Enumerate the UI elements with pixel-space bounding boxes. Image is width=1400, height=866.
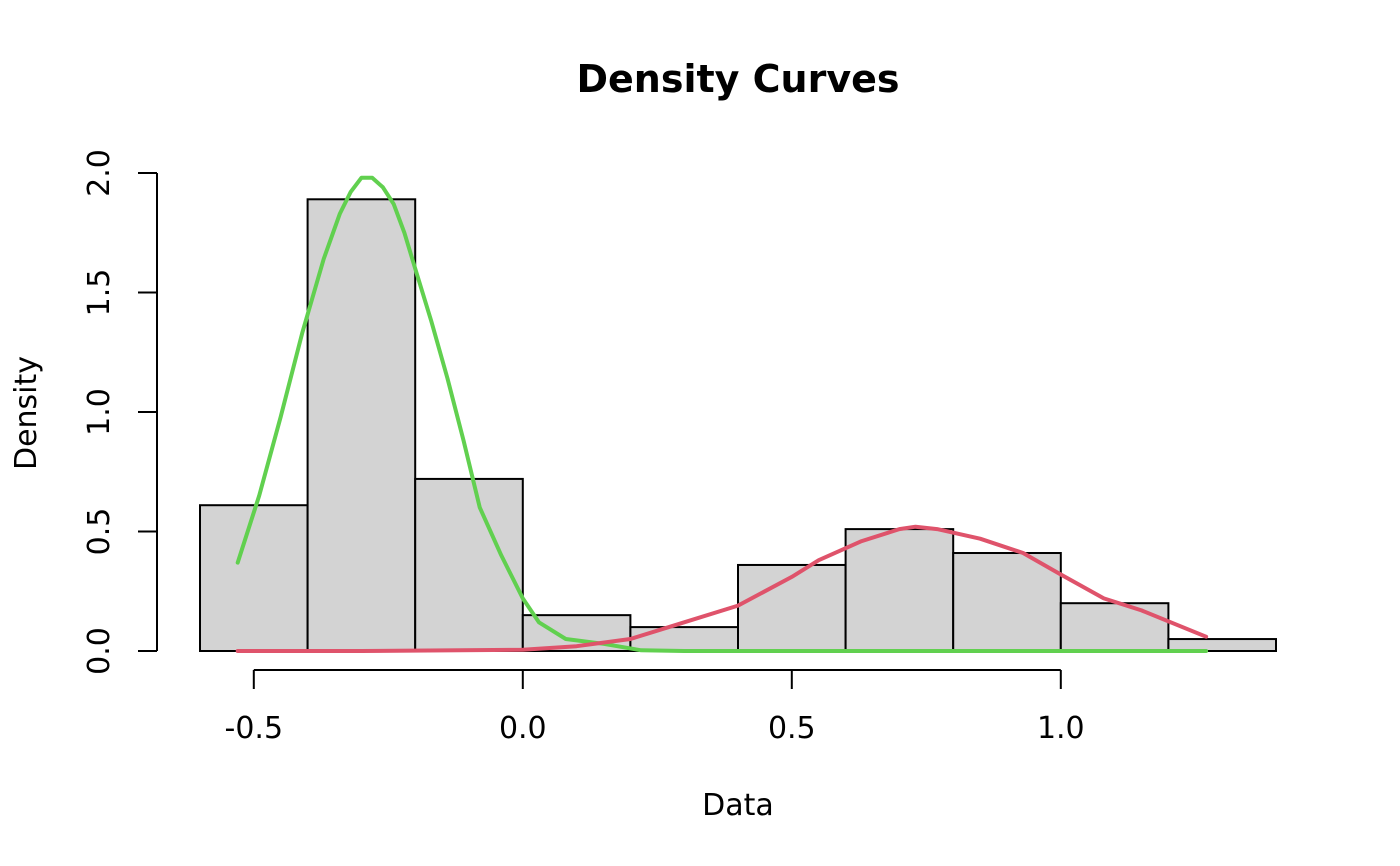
x-axis-label: Data <box>702 788 774 823</box>
histogram-bar-9 <box>1059 602 1170 653</box>
x-tick-label: 1.0 <box>1037 711 1085 746</box>
histogram-bar-2 <box>306 198 417 652</box>
x-tick-label: -0.5 <box>225 711 284 746</box>
y-axis: 0.0 0.5 1.0 1.5 2.0 <box>82 149 158 675</box>
chart-title: Density Curves <box>576 57 899 101</box>
x-tick-label: 0.0 <box>499 711 547 746</box>
histogram-bar-5 <box>629 626 740 652</box>
histogram-bar-1 <box>199 504 309 652</box>
histogram-bar-6 <box>737 563 847 653</box>
y-tick-label: 1.0 <box>82 388 117 436</box>
density-curves <box>235 175 1209 653</box>
y-tick-label: 0.0 <box>82 627 117 675</box>
y-tick-label: 1.5 <box>82 269 117 317</box>
x-axis: -0.5 0.0 0.5 1.0 <box>225 669 1085 746</box>
histogram-bar-8 <box>952 552 1062 653</box>
density-curve-2 <box>235 524 1209 653</box>
histogram-bar-10 <box>1167 638 1278 652</box>
y-tick-label: 0.5 <box>82 508 117 556</box>
histogram-bar-7 <box>844 528 955 652</box>
y-axis-label: Density <box>9 356 44 470</box>
density-curve-1 <box>235 175 1209 653</box>
x-tick-label: 0.5 <box>768 711 816 746</box>
histogram-bars <box>199 198 1278 653</box>
y-tick-label: 2.0 <box>82 149 117 197</box>
